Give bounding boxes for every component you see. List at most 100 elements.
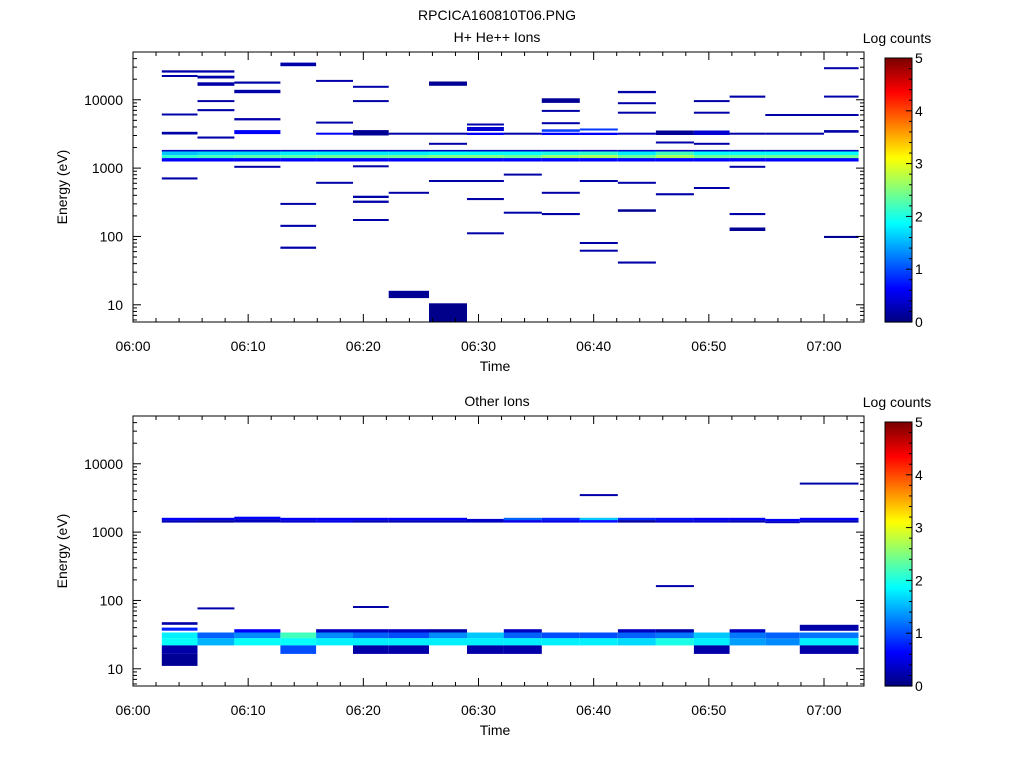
heatmap-cell bbox=[729, 151, 766, 156]
heatmap-cell bbox=[617, 132, 656, 135]
colorbar-segment bbox=[885, 103, 912, 107]
colorbar-segment bbox=[885, 196, 912, 199]
heatmap-cell bbox=[693, 151, 730, 156]
heatmap-cell bbox=[579, 155, 618, 159]
heatmap-cell bbox=[161, 645, 198, 654]
heatmap-cell bbox=[799, 645, 859, 654]
y-tick-label: 10000 bbox=[84, 92, 123, 108]
colorbar-segment bbox=[885, 185, 912, 189]
colorbar-segment bbox=[885, 622, 912, 625]
panel-title: Other Ions bbox=[464, 393, 529, 409]
heatmap-cell bbox=[693, 158, 730, 162]
colorbar-segment bbox=[885, 450, 912, 454]
colorbar-segment bbox=[885, 68, 912, 71]
colorbar-segment bbox=[885, 428, 912, 431]
colorbar-segment bbox=[885, 562, 912, 565]
colorbar-segment bbox=[885, 426, 912, 429]
heatmap-cell bbox=[316, 79, 353, 82]
heatmap-cell bbox=[353, 629, 389, 633]
colorbar-segment bbox=[885, 659, 912, 662]
colorbar-segment bbox=[885, 527, 912, 530]
colorbar-segment bbox=[885, 181, 912, 185]
colorbar-segment bbox=[885, 490, 912, 493]
heatmap-cell bbox=[280, 151, 317, 156]
heatmap-cell bbox=[353, 219, 389, 221]
heatmap-cell bbox=[234, 118, 281, 121]
heatmap-cell bbox=[234, 89, 281, 94]
heatmap-cell bbox=[503, 132, 542, 135]
colorbar-segment bbox=[885, 516, 912, 520]
heatmap-cell bbox=[316, 155, 353, 159]
colorbar-segment bbox=[885, 121, 912, 125]
heatmap-cell bbox=[280, 638, 317, 646]
colorbar-segment bbox=[885, 452, 912, 456]
heatmap-cell bbox=[655, 629, 694, 633]
colorbar-segment bbox=[885, 570, 912, 574]
heatmap-cell bbox=[280, 517, 317, 521]
colorbar-segment bbox=[885, 165, 912, 168]
heatmap-cell bbox=[693, 517, 730, 521]
heatmap-cell bbox=[655, 130, 694, 135]
colorbar-segment bbox=[885, 669, 912, 673]
heatmap-cell bbox=[655, 520, 694, 523]
colorbar-segment bbox=[885, 62, 912, 65]
heatmap-cell bbox=[765, 158, 824, 162]
heatmap-cell bbox=[161, 155, 198, 159]
heatmap-cell bbox=[693, 100, 730, 103]
heatmap-cell bbox=[467, 232, 504, 235]
heatmap-cell bbox=[467, 158, 504, 162]
heatmap-cell bbox=[197, 109, 235, 112]
colorbar-segment bbox=[885, 187, 912, 191]
heatmap-cell bbox=[617, 209, 656, 212]
colorbar-segment bbox=[885, 455, 912, 458]
colorbar-segment bbox=[885, 434, 912, 438]
colorbar-segment bbox=[885, 105, 912, 109]
colorbar-segment bbox=[885, 572, 912, 576]
heatmap-cell bbox=[503, 158, 542, 162]
heatmap-cell bbox=[799, 517, 859, 521]
heatmap-cell bbox=[617, 517, 656, 521]
heatmap-cell bbox=[161, 520, 198, 523]
colorbar-segment bbox=[885, 424, 912, 427]
colorbar-segment bbox=[885, 477, 912, 481]
heatmap-cell bbox=[467, 518, 504, 521]
heatmap-cell bbox=[729, 165, 766, 168]
colorbar-segment bbox=[885, 679, 912, 683]
colorbar-label: Log counts bbox=[863, 30, 932, 46]
colorbar-segment bbox=[885, 469, 912, 473]
heatmap-cell bbox=[388, 632, 429, 639]
heatmap-cell bbox=[579, 632, 618, 639]
x-tick-label: 06:40 bbox=[576, 702, 611, 718]
heatmap-cell bbox=[541, 155, 580, 159]
colorbar-segment bbox=[885, 282, 912, 286]
heatmap-cell bbox=[197, 158, 235, 162]
colorbar-segment bbox=[885, 260, 912, 263]
heatmap-cell bbox=[353, 638, 389, 646]
heatmap-cell bbox=[467, 132, 504, 135]
colorbar-segment bbox=[885, 264, 912, 267]
heatmap-cell bbox=[429, 132, 467, 135]
heatmap-cell bbox=[655, 158, 694, 162]
heatmap-cell bbox=[197, 136, 235, 139]
colorbar-segment bbox=[885, 173, 912, 177]
heatmap-cell bbox=[429, 142, 467, 145]
colorbar-segment bbox=[885, 58, 912, 61]
heatmap-cell bbox=[541, 191, 580, 194]
colorbar-segment bbox=[885, 225, 912, 228]
heatmap-cell bbox=[161, 627, 198, 631]
colorbar-segment bbox=[885, 502, 912, 506]
x-tick-label: 06:40 bbox=[576, 338, 611, 354]
heatmap-cell bbox=[388, 155, 429, 159]
heatmap-cell bbox=[655, 585, 694, 588]
colorbar-segment bbox=[885, 626, 912, 629]
colorbar-tick-label: 5 bbox=[915, 414, 923, 430]
y-tick-label: 1000 bbox=[92, 524, 123, 540]
colorbar-tick-label: 3 bbox=[915, 156, 923, 172]
colorbar-segment bbox=[885, 210, 912, 214]
heatmap-cell bbox=[503, 629, 542, 633]
x-axis-label: Time bbox=[480, 722, 511, 738]
colorbar-segment bbox=[885, 483, 912, 487]
colorbar-segment bbox=[885, 142, 912, 146]
heatmap-cell bbox=[655, 632, 694, 639]
